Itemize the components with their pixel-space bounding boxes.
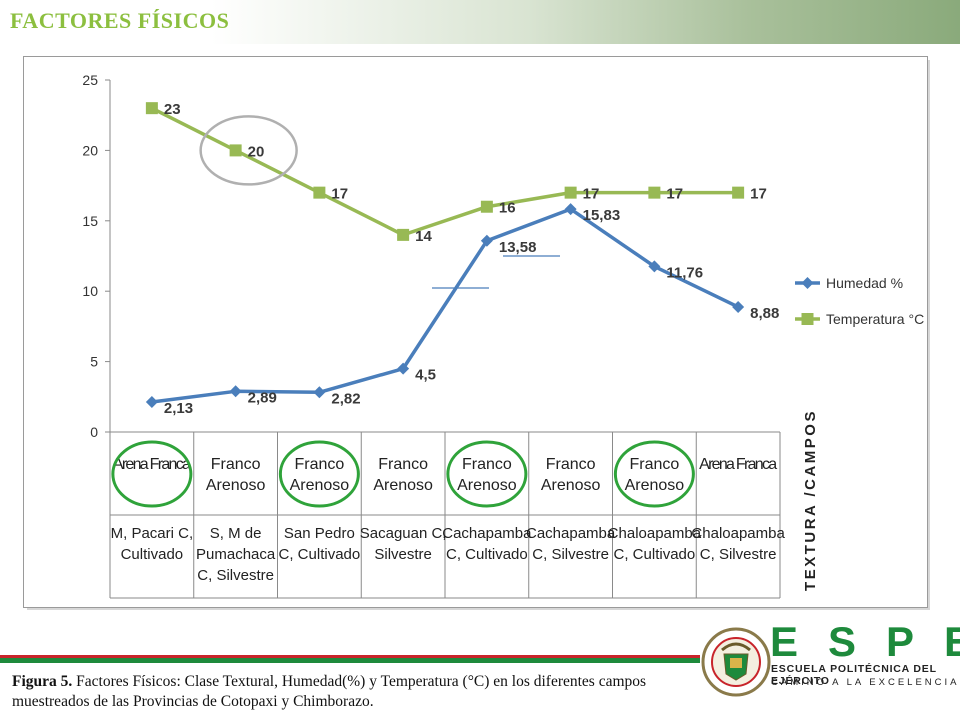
series-1-point-6: [648, 186, 661, 199]
legend-label-0: Humedad %: [826, 275, 903, 291]
series-0-point-1: [229, 385, 242, 398]
series-0-point-2: [313, 386, 326, 399]
caption-label: Figura 5.: [12, 673, 73, 690]
caption-text: Factores Físicos: Clase Textural, Humeda…: [12, 673, 647, 710]
espe-seal-icon: [701, 627, 771, 697]
espe-school-name: ESCUELA POLITÉCNICA DEL EJÉRCITO: [771, 663, 937, 687]
series-1-point-7: [732, 186, 745, 199]
green-highlight-circle-3: [613, 440, 695, 508]
series-line-0: [151, 207, 739, 404]
espe-motto: CAMINO A LA EXCELENCIA: [771, 677, 960, 688]
field-label-3-0: Sacaguan C,: [360, 525, 447, 542]
green-highlight-circle-1: [278, 440, 360, 508]
texture-label-4-0: Franco: [462, 456, 512, 473]
green-highlight-circle-2: [446, 440, 528, 508]
chart-frame: [23, 56, 928, 608]
series-1-point-1: [229, 144, 242, 157]
series-0-point-7: [732, 300, 745, 313]
series-1-data-label-6: 17: [666, 186, 683, 203]
y-tick-label-0: 0: [90, 424, 98, 440]
y-tick-label-1: 5: [90, 354, 98, 370]
field-label-2-0: San Pedro: [284, 525, 355, 542]
header-band: [0, 0, 960, 44]
series-0-data-label-7: 8,88: [750, 305, 779, 322]
series-1-data-label-2: 17: [331, 186, 348, 203]
series-1-data-label-5: 17: [583, 186, 600, 203]
field-label-7-0: Chaloapamba: [691, 525, 785, 542]
field-label-1-0: S, M de: [210, 525, 262, 542]
field-label-5-1: C, Silvestre: [532, 546, 609, 563]
y-tick-label-2: 10: [82, 283, 98, 299]
series-1-data-label-3: 14: [415, 228, 432, 245]
series-0-data-label-4: 13,58: [499, 239, 537, 256]
texture-label-2-0: Franco: [294, 456, 344, 473]
series-0-data-label-3: 4,5: [415, 367, 436, 384]
series-1-point-5: [564, 186, 577, 199]
texture-label-5-0: Franco: [546, 456, 596, 473]
series-1-point-4: [480, 200, 493, 213]
y-tick-label-3: 15: [82, 213, 98, 229]
series-0-data-label-2: 2,82: [331, 390, 360, 407]
series-1-point-0: [145, 102, 158, 115]
green-highlight-circle-0: [111, 440, 193, 508]
series-0-data-label-0: 2,13: [164, 400, 193, 417]
gray-highlight-circle: [199, 115, 298, 186]
texture-label-5-1: Arenoso: [541, 477, 601, 494]
series-1-data-label-1: 20: [248, 143, 265, 160]
page-title: FACTORES FÍSICOS: [10, 8, 230, 33]
y-tick-label-4: 20: [82, 142, 98, 158]
field-label-4-0: Cachapamba: [442, 525, 532, 542]
legend-label-1: Temperatura °C: [826, 311, 924, 327]
field-label-4-1: C, Cultivado: [446, 546, 528, 563]
series-0-data-label-6: 11,76: [666, 264, 703, 281]
series-1-point-3: [397, 228, 410, 241]
series-1-data-label-7: 17: [750, 186, 767, 203]
field-label-0-1: Cultivado: [121, 546, 184, 563]
series-line-1: [151, 106, 739, 237]
series-0-data-label-1: 2,89: [248, 389, 277, 406]
texture-label-1-1: Arenoso: [206, 477, 266, 494]
series-1-data-label-4: 16: [499, 200, 516, 217]
field-label-0-0: M, Pacari C,: [111, 525, 194, 542]
field-label-6-0: Chaloapamba: [608, 525, 702, 542]
series-0-point-5: [564, 203, 577, 216]
series-0-point-4: [480, 234, 493, 247]
texture-label-0-0: Arena Franca: [113, 456, 191, 473]
texture-label-3-0: Franco: [378, 456, 428, 473]
y-tick-label-5: 25: [82, 72, 98, 88]
footer-stripe-red: [0, 655, 700, 658]
texture-label-7-0: Arena Franca: [699, 456, 777, 473]
field-label-1-2: C, Silvestre: [197, 567, 274, 584]
texture-label-4-1: Arenoso: [457, 477, 517, 494]
series-0-point-0: [145, 396, 158, 409]
figure-caption: Figura 5. Factores Físicos: Clase Textur…: [12, 672, 712, 712]
texture-label-6-0: Franco: [629, 456, 679, 473]
series-1-point-2: [313, 186, 326, 199]
texture-label-2-1: Arenoso: [290, 477, 350, 494]
series-0-point-6: [648, 260, 661, 273]
texture-label-6-1: Arenoso: [625, 477, 685, 494]
texture-label-1-0: Franco: [211, 456, 261, 473]
espe-logo: [698, 620, 960, 720]
legend-marker-0: [801, 277, 814, 289]
field-label-6-1: C, Cultivado: [614, 546, 696, 563]
series-0-data-label-5: 15,83: [583, 207, 621, 224]
footer-stripe-green: [0, 658, 700, 663]
field-label-5-0: Cachapamba: [526, 525, 616, 542]
field-label-1-1: Pumachaca: [196, 546, 276, 563]
series-0-point-3: [397, 362, 410, 375]
field-label-3-1: Silvestre: [374, 546, 432, 563]
field-label-2-1: C, Cultivado: [279, 546, 361, 563]
texture-label-3-1: Arenoso: [373, 477, 433, 494]
series-1-data-label-0: 23: [164, 101, 181, 118]
field-label-7-1: C, Silvestre: [700, 546, 777, 563]
axis-side-label: TEXTURA /CAMPOS: [802, 409, 819, 591]
legend-marker-1: [801, 313, 814, 325]
